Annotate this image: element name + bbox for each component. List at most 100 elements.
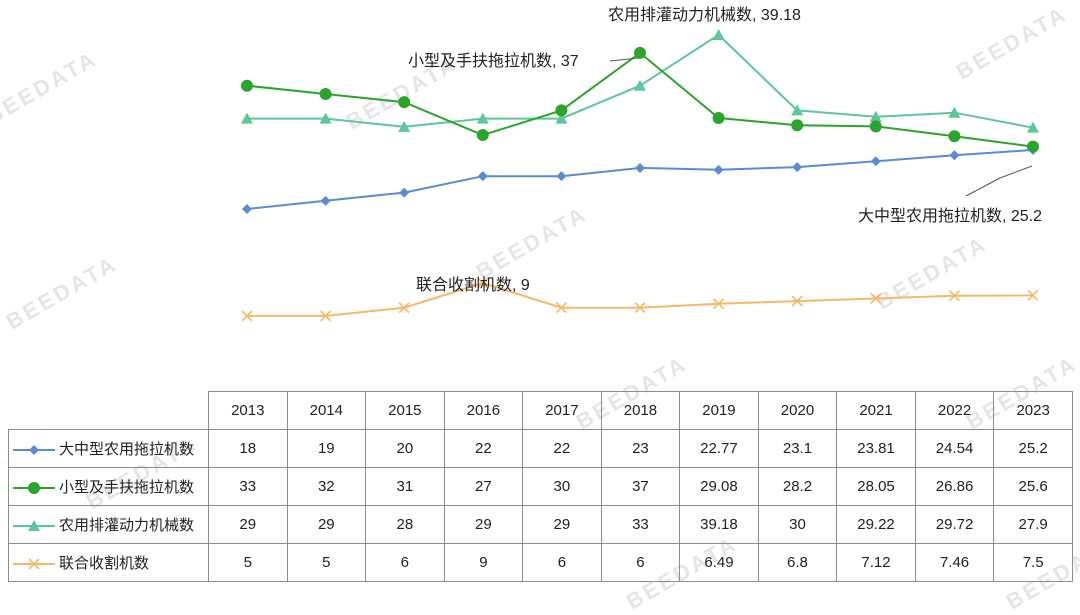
data-table-cell: 23.1	[757, 429, 838, 468]
data-point-s1-1	[319, 87, 332, 100]
data-point-s1-4	[555, 104, 568, 117]
table-row: 大中型农用拖拉机数 18 19 20 22 22 23 22.77 23.1 23.81 24.54…	[8, 429, 1073, 468]
legend-entry: 联合收割机数	[8, 543, 209, 582]
legend-entry: 农用排灌动力机械数	[8, 505, 209, 544]
data-table-cell: 27.9	[993, 505, 1073, 544]
data-table-cell: 29	[522, 505, 602, 544]
table-row: 小型及手扶拖拉机数 33 32 31 27 30 37 29.08 28.2 28.05 26.86…	[8, 467, 1073, 506]
data-point-s3-10	[1027, 289, 1039, 301]
marker-stroke	[320, 310, 332, 322]
data-table-cell: 31	[365, 467, 445, 506]
legend-key-marker	[28, 520, 40, 532]
data-table-year-3: 2016	[443, 391, 524, 430]
marker-stroke	[1027, 289, 1039, 301]
marker-stroke	[555, 302, 567, 314]
data-table-cell: 26.86	[914, 467, 995, 506]
legend-key-icon	[13, 558, 55, 570]
data-table-year-7: 2020	[757, 391, 838, 430]
data-table-cell: 28.2	[757, 467, 838, 506]
data-table-cell: 29.08	[679, 467, 759, 506]
data-point-s1-10	[1027, 140, 1039, 153]
data-table-cell: 33	[600, 505, 681, 544]
data-table-cell: 33	[208, 467, 288, 506]
data-table-year-6: 2019	[679, 391, 759, 430]
data-table-cell: 25.2	[993, 429, 1073, 468]
data-table-cell: 19	[286, 429, 367, 468]
series-line-1	[246, 51, 1034, 148]
table-row: 农用排灌动力机械数 29 29 28 29 29 33 39.18 30 29.22 29.72 27…	[8, 505, 1073, 544]
legend-key-marker	[28, 558, 40, 570]
data-point-s3-3	[477, 277, 489, 289]
annotation-large-tractor-end: 大中型农用拖拉机数, 25.2	[858, 207, 1042, 225]
data-point-s1-5	[634, 46, 646, 59]
data-table-cell: 22.77	[679, 429, 759, 468]
data-table-cell: 29.22	[836, 505, 916, 544]
data-point-s0-6	[713, 164, 724, 175]
data-table-cell: 32	[286, 467, 367, 506]
data-table-cell: 6	[600, 543, 681, 582]
series-line-0	[246, 148, 1034, 210]
data-table-header-row: 2013 2014 2015 2016 2017 2018 2019 2020 2021 2022…	[8, 391, 1073, 430]
line-chart: 农用排灌动力机械数, 39.18 小型及手扶拖拉机数, 37 大中型农用拖拉机数…	[241, 6, 1042, 322]
legend-key-icon	[13, 445, 55, 456]
data-table-year-2: 2015	[365, 391, 445, 430]
data-table-cell: 23	[600, 429, 681, 468]
data-table-cell: 6	[522, 543, 602, 582]
data-point-s0-2	[399, 187, 410, 198]
data-table-cell: 22	[522, 429, 602, 468]
data-point-s2-6	[712, 28, 725, 40]
data-point-s3-4	[555, 302, 567, 314]
data-point-s3-7	[791, 295, 803, 307]
marker-stroke	[634, 302, 646, 314]
marker-stroke	[28, 558, 40, 570]
data-table-year-9: 2022	[914, 391, 995, 430]
data-table: 2013 2014 2015 2016 2017 2018 2019 2020 2021 2022…	[8, 391, 1073, 582]
data-point-s1-2	[398, 96, 411, 109]
annotation-leader-large	[965, 165, 1033, 197]
legend-key-marker	[28, 482, 40, 495]
data-point-s1-7	[791, 119, 804, 132]
data-point-s1-0	[241, 79, 253, 92]
data-table-cell: 25.6	[993, 467, 1073, 506]
data-point-s2-4	[555, 112, 568, 124]
data-table-cell: 28	[365, 505, 445, 544]
marker-stroke	[948, 290, 960, 302]
table-row: 联合收割机数 5 5 6 9 6 6 6.49 6.8 7.12 7.46 7.5	[8, 543, 1073, 582]
data-table-cell: 39.18	[679, 505, 759, 544]
data-point-s3-8	[870, 292, 882, 305]
data-table-cell: 29	[208, 505, 288, 544]
data-table-cell: 28.05	[836, 467, 916, 506]
data-point-s1-8	[869, 120, 882, 133]
legend-key-icon	[13, 520, 55, 532]
data-table-corner	[8, 391, 209, 430]
series-markers	[241, 28, 1039, 322]
marker-stroke	[791, 295, 803, 307]
data-table-cell: 7.12	[836, 543, 916, 582]
legend-label: 联合收割机数	[59, 555, 150, 572]
data-point-s3-5	[634, 302, 646, 314]
data-table-cell: 6	[365, 543, 445, 582]
data-table-cell: 9	[443, 543, 524, 582]
data-point-s0-7	[792, 162, 803, 173]
data-table-year-8: 2021	[836, 391, 916, 430]
data-table-year-4: 2017	[522, 391, 602, 430]
data-table-cell: 18	[208, 429, 288, 468]
data-point-s0-1	[320, 195, 331, 206]
legend-label: 小型及手扶拖拉机数	[59, 479, 195, 496]
legend-label: 大中型农用拖拉机数	[59, 441, 195, 458]
data-point-s0-4	[556, 171, 567, 182]
data-point-s2-9	[948, 106, 961, 118]
data-table-year-5: 2018	[600, 391, 681, 430]
data-point-s0-8	[870, 156, 881, 167]
data-point-s2-5	[634, 79, 646, 91]
data-point-s2-10	[1027, 121, 1039, 133]
data-table-cell: 20	[365, 429, 445, 468]
data-point-s0-0	[242, 204, 252, 215]
data-point-s1-3	[476, 129, 489, 142]
marker-stroke	[477, 277, 489, 289]
data-point-s0-9	[949, 150, 960, 161]
data-table-cell: 29	[443, 505, 524, 544]
data-table-cell: 6.8	[757, 543, 838, 582]
data-point-s2-8	[869, 110, 882, 122]
data-point-s3-6	[713, 298, 725, 310]
